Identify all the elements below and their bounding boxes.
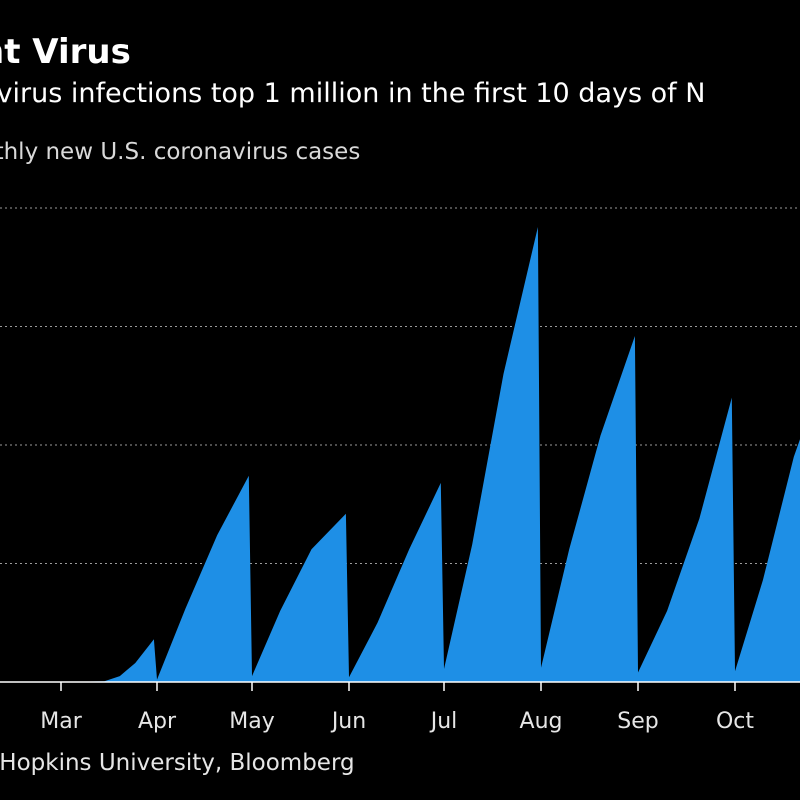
area-series xyxy=(10,227,800,682)
x-tick-label-may: May xyxy=(229,709,274,734)
x-tick-label-jul: Jul xyxy=(429,709,458,734)
source-note: s Hopkins University, Bloomberg xyxy=(0,750,355,776)
chart-description: nthly new U.S. coronavirus cases xyxy=(0,139,361,165)
area-series-0 xyxy=(10,227,800,682)
grid-lines xyxy=(0,207,800,564)
x-axis: Mar Apr May Jun Jul Aug Sep Oct xyxy=(0,681,800,734)
chart-title: nt Virus xyxy=(0,32,131,72)
chart-subtitle: avirus infections top 1 million in the f… xyxy=(0,78,706,109)
x-tick-label-mar: Mar xyxy=(40,709,82,734)
x-tick-label-oct: Oct xyxy=(716,709,754,734)
x-tick-label-aug: Aug xyxy=(520,709,563,734)
x-tick-label-apr: Apr xyxy=(138,709,177,734)
x-tick-label-jun: Jun xyxy=(330,709,366,734)
x-tick-label-sep: Sep xyxy=(617,709,658,734)
